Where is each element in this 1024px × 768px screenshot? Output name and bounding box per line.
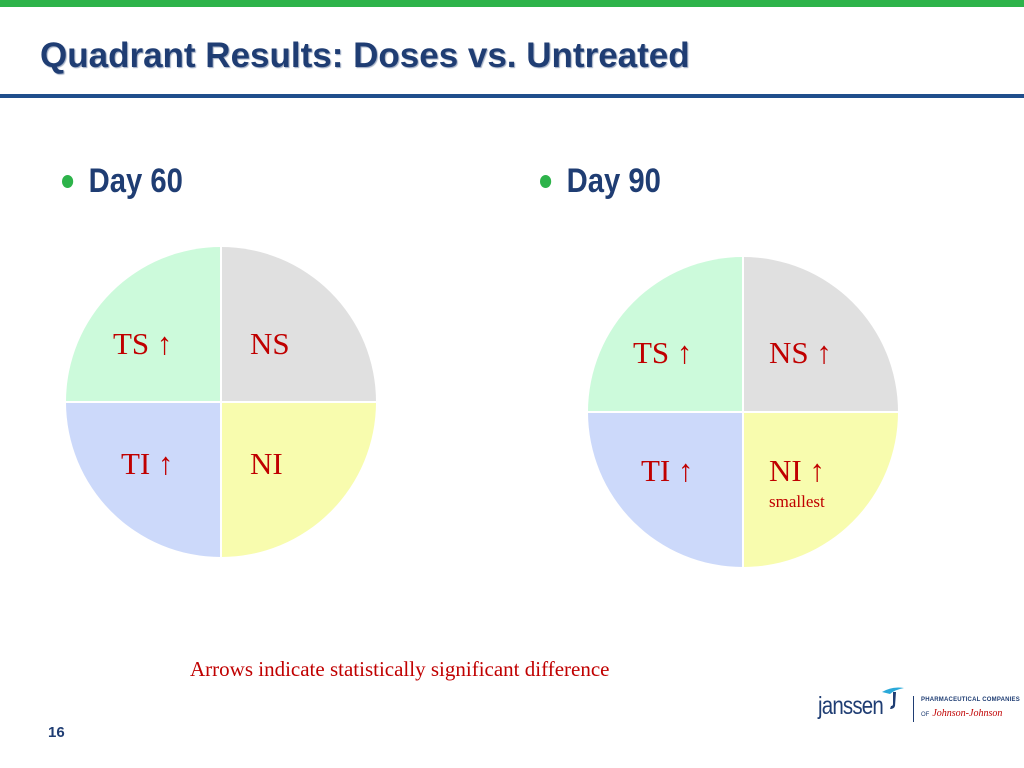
logo-wordmark: janssen — [818, 692, 884, 720]
day-90-ni-note: smallest — [769, 492, 825, 511]
logo-jnj: Johnson-Johnson — [932, 708, 1003, 719]
bullet-dot-icon — [540, 175, 552, 188]
day-60-ts-label: TS ↑ — [113, 326, 173, 361]
day-60-ni-label: NI — [250, 446, 283, 481]
logo-tagline-line2: OF Johnson-Johnson — [921, 708, 1002, 719]
top-accent-bar — [0, 0, 1024, 7]
quadrant-ni — [221, 402, 376, 557]
day-90-ts-label: TS ↑ — [633, 335, 693, 370]
quadrant-ti — [588, 412, 743, 567]
janssen-logo: janssen PHARMACEUTICAL COMPANIES OF Johns… — [818, 680, 1020, 728]
quadrant-divider-vertical — [220, 247, 222, 557]
day-90-ni-label: NI ↑ — [769, 453, 825, 488]
quadrant-divider-vertical — [742, 257, 744, 567]
quadrant-ns — [743, 257, 898, 412]
day-90-ns-label: NS ↑ — [769, 335, 832, 370]
quadrant-ti — [66, 402, 221, 557]
logo-of: OF — [921, 712, 930, 718]
day-90-ti-label: TI ↑ — [641, 453, 694, 488]
footnote: Arrows indicate statistically significan… — [190, 657, 610, 681]
quadrant-ts — [588, 257, 743, 412]
bullet-dot-icon — [62, 175, 74, 188]
day-60-heading-text: Day 60 — [88, 162, 183, 200]
day-90-heading: Day 90 — [540, 162, 661, 201]
page-number: 16 — [48, 724, 65, 741]
day-60-heading: Day 60 — [62, 162, 183, 201]
day-60-ti-label: TI ↑ — [121, 446, 174, 481]
janssen-swoosh-icon — [882, 687, 904, 709]
day-90-heading-text: Day 90 — [566, 162, 661, 200]
quadrant-ts — [66, 247, 221, 402]
day-60-ns-label: NS — [250, 326, 290, 361]
title-divider — [0, 94, 1024, 98]
logo-divider — [913, 696, 914, 722]
day-90-quadrant-circle — [588, 257, 898, 567]
logo-tagline-line1: PHARMACEUTICAL COMPANIES — [921, 697, 1020, 703]
day-60-quadrant-circle — [66, 247, 376, 557]
quadrant-ns — [221, 247, 376, 402]
quadrant-ni — [743, 412, 898, 567]
slide-title: Quadrant Results: Doses vs. Untreated — [40, 36, 690, 75]
